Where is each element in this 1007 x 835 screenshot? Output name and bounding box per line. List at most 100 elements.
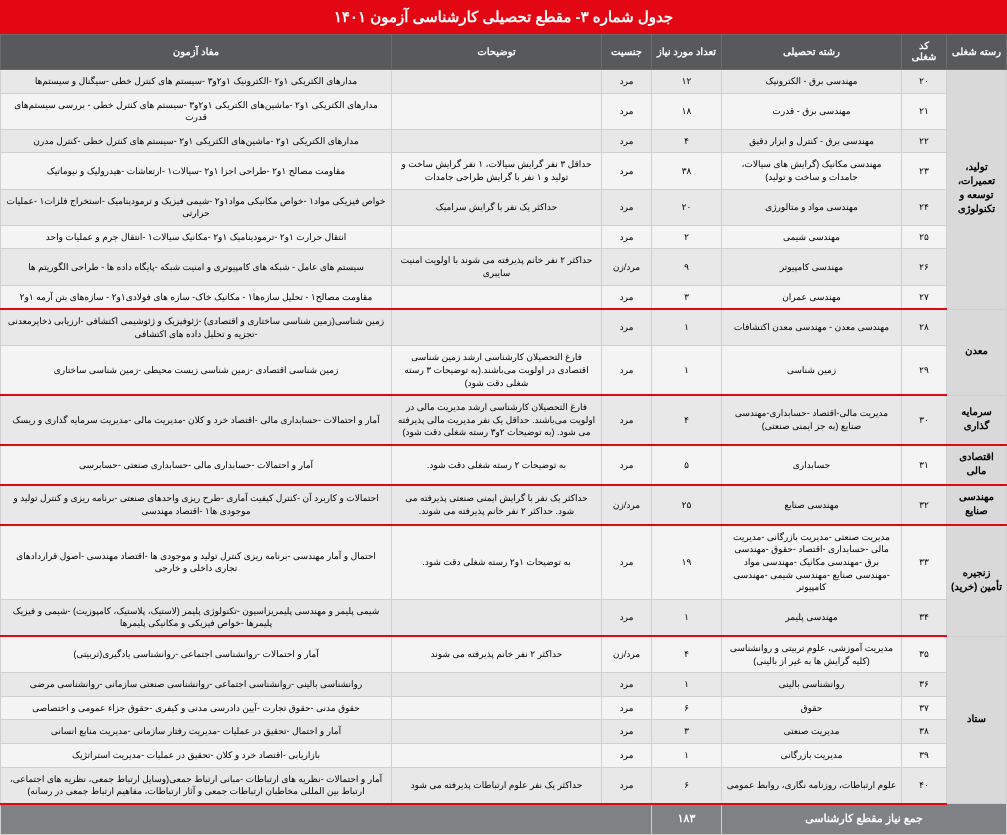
cell-code: ۲۷ [902, 285, 947, 309]
cell-code: ۲۸ [902, 309, 947, 346]
cell-desc [392, 696, 602, 720]
cell-major: مهندسی برق - قدرت [722, 93, 902, 129]
cell-count: ۳ [652, 285, 722, 309]
cell-code: ۳۹ [902, 744, 947, 768]
table-row: ۲۱مهندسی برق - قدرت۱۸مردمدارهای الکتریکی… [1, 93, 1007, 129]
table-row: ۳۷حقوق۶مردحقوق مدنی -حقوق تجارت -آیین دا… [1, 696, 1007, 720]
cell-mafad: انتقال حرارت ۱و۲ -ترمودینامیک ۱و۲ -مکانی… [1, 225, 392, 249]
cell-mafad: احتمالات و کاربرد آن -کنترل کیفیت آماری … [1, 485, 392, 525]
th-mafad: مفاد آزمون [1, 35, 392, 70]
cell-major: مدیریت صنعتی [722, 720, 902, 744]
group-cell: مهندسی صنایع [947, 485, 1007, 525]
cell-desc: فارغ التحصیلان کارشناسی ارشد زمین شناسی … [392, 346, 602, 395]
cell-count: ۴ [652, 636, 722, 673]
table-row: ۲۶مهندسی کامپیوتر۹مرد/زنحداکثر ۲ نفر خان… [1, 249, 1007, 285]
cell-gender: مرد [602, 445, 652, 485]
cell-gender: مرد [602, 525, 652, 599]
cell-gender: مرد [602, 599, 652, 636]
cell-desc: حداکثر ۲ نفر خانم پذیرفته می شوند با اول… [392, 249, 602, 285]
cell-gender: مرد/زن [602, 249, 652, 285]
cell-count: ۱ [652, 744, 722, 768]
cell-code: ۲۳ [902, 153, 947, 189]
table-row: ستاد۳۵مدیریت آموزشی، علوم تربیتی و روانش… [1, 636, 1007, 673]
cell-gender: مرد [602, 395, 652, 445]
cell-major: زمین شناسی [722, 346, 902, 395]
cell-code: ۳۲ [902, 485, 947, 525]
cell-count: ۶ [652, 767, 722, 804]
cell-count: ۴ [652, 129, 722, 153]
th-code: کد شغلی [902, 35, 947, 70]
cell-count: ۲۰ [652, 189, 722, 225]
total-value: ۱۸۳ [652, 804, 722, 835]
cell-gender: مرد [602, 225, 652, 249]
cell-mafad: بازاریابی -اقتصاد خرد و کلان -تحقیق در ع… [1, 744, 392, 768]
cell-gender: مرد/زن [602, 485, 652, 525]
cell-count: ۱ [652, 673, 722, 697]
cell-desc [392, 225, 602, 249]
cell-code: ۳۰ [902, 395, 947, 445]
cell-desc [392, 720, 602, 744]
table-row: ۴۰علوم ارتباطات، روزنامه نگاری، روابط عم… [1, 767, 1007, 804]
cell-major: حسابداری [722, 445, 902, 485]
group-cell: اقتصادی مالی [947, 445, 1007, 485]
cell-mafad: مقاومت مصالح۱ - تحلیل سازه‌ها۱ - مکانیک … [1, 285, 392, 309]
table-row: ۳۶روانشناسی بالینی۱مردروانشناسی بالینی -… [1, 673, 1007, 697]
cell-mafad: احتمال و آمار مهندسی -برنامه ریزی کنترل … [1, 525, 392, 599]
table-row: ۳۴مهندسی پلیمر۱مردشیمی پلیمر و مهندسی پل… [1, 599, 1007, 636]
cell-gender: مرد [602, 189, 652, 225]
th-group: رسته شغلی [947, 35, 1007, 70]
cell-code: ۲۶ [902, 249, 947, 285]
cell-mafad: مدارهای الکتریکی ۱و۲ -ماشین‌های الکتریکی… [1, 93, 392, 129]
cell-desc [392, 285, 602, 309]
cell-desc: فارغ التحصیلان کارشناسی ارشد مدیریت مالی… [392, 395, 602, 445]
cell-count: ۱۲ [652, 70, 722, 94]
cell-mafad: حقوق مدنی -حقوق تجارت -آیین دادرسی مدنی … [1, 696, 392, 720]
table-row: زنجیره تأمین (خرید)۳۳مدیریت صنعتی -مدیری… [1, 525, 1007, 599]
cell-desc: حداکثر یک نفر با گرایش ایمنی صنعتی پذیرف… [392, 485, 602, 525]
header-row: رسته شغلی کد شغلی رشته تحصیلی تعداد مورد… [1, 35, 1007, 70]
cell-desc [392, 70, 602, 94]
cell-count: ۱۸ [652, 93, 722, 129]
cell-major: مدیریت بازرگانی [722, 744, 902, 768]
cell-major: مهندسی برق - کنترل و ابزار دقیق [722, 129, 902, 153]
cell-desc: حداکثر یک نفر علوم ارتباطات پذیرفته می ش… [392, 767, 602, 804]
table-row: ۲۵مهندسی شیمی۲مردانتقال حرارت ۱و۲ -ترمود… [1, 225, 1007, 249]
cell-desc [392, 309, 602, 346]
cell-count: ۱ [652, 599, 722, 636]
cell-count: ۳ [652, 720, 722, 744]
cell-gender: مرد [602, 129, 652, 153]
cell-desc [392, 129, 602, 153]
cell-code: ۳۴ [902, 599, 947, 636]
bachelor-degree-table: رسته شغلی کد شغلی رشته تحصیلی تعداد مورد… [0, 34, 1007, 835]
group-cell: ستاد [947, 636, 1007, 804]
cell-mafad: مدارهای الکتریکی ۱و۲ -ماشین‌های الکتریکی… [1, 129, 392, 153]
cell-mafad: زمین شناسی اقتصادی -زمین شناسی زیست محیط… [1, 346, 392, 395]
cell-gender: مرد [602, 720, 652, 744]
cell-major: مهندسی مواد و متالورژی [722, 189, 902, 225]
cell-mafad: آمار و احتمال -تحقیق در عملیات -مدیریت ر… [1, 720, 392, 744]
cell-desc [392, 744, 602, 768]
cell-code: ۳۵ [902, 636, 947, 673]
total-label: جمع نیاز مقطع کارشناسی [722, 804, 1007, 835]
table-row: ۳۹مدیریت بازرگانی۱مرد بازاریابی -اقتصاد خ… [1, 744, 1007, 768]
cell-count: ۹ [652, 249, 722, 285]
cell-count: ۱ [652, 346, 722, 395]
cell-mafad: زمین شناسی(زمین شناسی ساختاری و اقتصادی)… [1, 309, 392, 346]
cell-major: مدیریت آموزشی، علوم تربیتی و روانشناسی (… [722, 636, 902, 673]
table-title: جدول شماره ۳- مقطع تحصیلی کارشناسی آزمون… [0, 0, 1007, 34]
cell-major: مهندسی شیمی [722, 225, 902, 249]
cell-major: مدیریت مالی-اقتصاد -حسابداری-مهندسی صنای… [722, 395, 902, 445]
table-row: ۲۴مهندسی مواد و متالورژی۲۰مردحداکثر یک ن… [1, 189, 1007, 225]
cell-major: مهندسی کامپیوتر [722, 249, 902, 285]
cell-code: ۳۱ [902, 445, 947, 485]
cell-code: ۲۰ [902, 70, 947, 94]
th-gender: جنسیت [602, 35, 652, 70]
table-row: ۲۹زمین شناسی۱مردفارغ التحصیلان کارشناسی … [1, 346, 1007, 395]
cell-gender: مرد [602, 744, 652, 768]
cell-mafad: آمار و احتمالات -نظریه های ارتباطات -مبا… [1, 767, 392, 804]
cell-code: ۲۹ [902, 346, 947, 395]
cell-major: مدیریت صنعتی -مدیریت بازرگانی -مدیریت ما… [722, 525, 902, 599]
table-row: سرمایه گذاری۳۰مدیریت مالی-اقتصاد -حسابدا… [1, 395, 1007, 445]
cell-count: ۱۹ [652, 525, 722, 599]
cell-major: روانشناسی بالینی [722, 673, 902, 697]
